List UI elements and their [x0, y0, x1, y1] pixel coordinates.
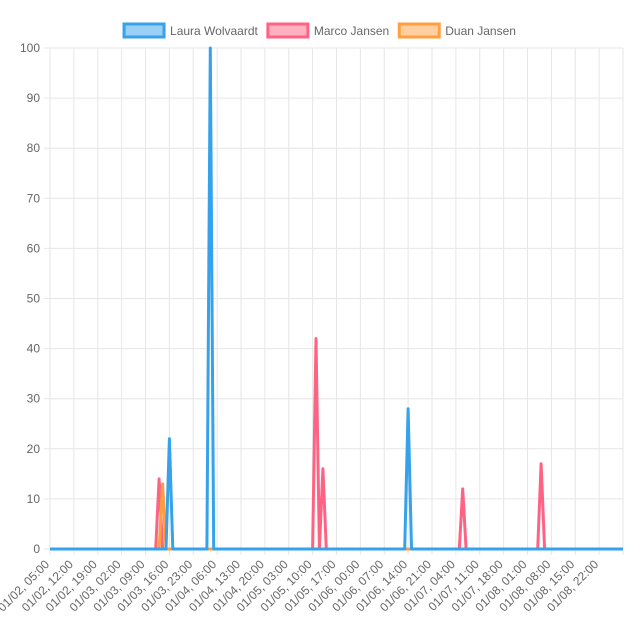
- y-tick-label: 60: [27, 241, 41, 255]
- y-tick-label: 90: [27, 91, 41, 105]
- y-tick-label: 20: [27, 442, 41, 456]
- y-tick-label: 100: [20, 41, 40, 55]
- legend-swatch: [397, 22, 441, 39]
- legend-label: Laura Wolvaardt: [170, 24, 258, 38]
- series-lines: [50, 46, 623, 551]
- y-tick-label: 30: [27, 392, 41, 406]
- y-tick-label: 70: [27, 191, 41, 205]
- legend-item-marco-jansen[interactable]: Marco Jansen: [266, 22, 389, 39]
- legend-item-duan-jansen[interactable]: Duan Jansen: [397, 22, 516, 39]
- series-line-laura-wolvaardt: [50, 46, 623, 551]
- y-tick-label: 80: [27, 141, 41, 155]
- y-tick-label: 40: [27, 342, 41, 356]
- legend: Laura Wolvaardt Marco Jansen Duan Jansen: [122, 22, 516, 39]
- y-axis: 0 10 20 30 40 50 60 70 80 90 100: [20, 41, 40, 556]
- legend-swatch: [122, 22, 166, 39]
- legend-label: Duan Jansen: [445, 24, 516, 38]
- grid-lines: [44, 47, 624, 555]
- y-tick-label: 10: [27, 492, 41, 506]
- legend-label: Marco Jansen: [314, 24, 389, 38]
- legend-swatch: [266, 22, 310, 39]
- y-tick-label: 0: [33, 542, 40, 556]
- y-tick-label: 50: [27, 292, 41, 306]
- legend-item-laura-wolvaardt[interactable]: Laura Wolvaardt: [122, 22, 259, 39]
